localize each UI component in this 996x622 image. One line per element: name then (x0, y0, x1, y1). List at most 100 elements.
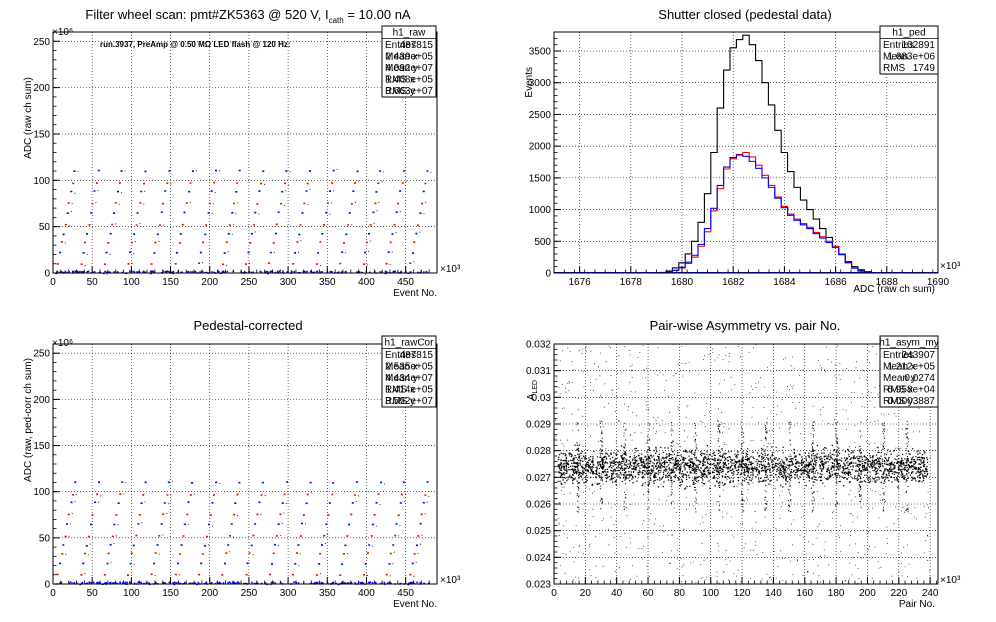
stats-name: h1_raw (393, 28, 427, 39)
y-tick-label: 200 (33, 395, 50, 406)
x-tick-label: 200 (201, 277, 218, 288)
stats-label: RMS x (385, 385, 415, 396)
x-tick-label: 180 (828, 588, 845, 599)
x-axis-label: Event No. (393, 288, 437, 299)
y-axis-label: ALED (526, 380, 539, 400)
stats-value: 487815 (400, 350, 434, 361)
ticks: 0 20 40 60 80 100 120 140 160 180 200 220 240 0.023 0.… (526, 340, 939, 600)
data-layer (554, 343, 931, 584)
x-tick-label: 300 (280, 277, 297, 288)
x-tick-label: 150 (162, 588, 179, 599)
x-axis-label: Pair No. (899, 599, 935, 610)
x-tick-label: 1688 (876, 277, 899, 288)
y-tick-label: 2000 (529, 142, 552, 153)
x-multiplier: ×10³ (440, 575, 461, 586)
run-annotation: run.3937, PreAmp @ 0.50 MΩ LED flash @ 1… (100, 40, 291, 49)
series-line-blue (659, 154, 885, 274)
stats-value: 0.0274 (904, 373, 935, 384)
stats-box-frame (381, 25, 437, 98)
x-tick-label: 350 (319, 277, 336, 288)
asymmetry-outliers (554, 343, 931, 584)
stats-value: 487815 (400, 40, 434, 51)
x-tick-label: 200 (859, 588, 876, 599)
stats-name: h1_ped (892, 28, 925, 39)
y-tick-label: 0.031 (526, 366, 551, 377)
plot-frame: 0 20 40 60 80 100 120 140 160 180 200 220 240 0.023 0.… (526, 340, 939, 600)
x-tick-label: 200 (201, 588, 218, 599)
ticks: 0 50 100 150 200 250 300 350 400 450 0 50 100 150 200 2… (33, 31, 438, 288)
x-tick-label: 400 (358, 588, 375, 599)
y-tick-label: 2500 (529, 110, 552, 121)
stats-value: 4.434e+07 (385, 373, 433, 384)
stats-label: Mean x (385, 362, 418, 373)
x-tick-label: 80 (674, 588, 686, 599)
panel-title: Pair-wise Asymmetry vs. pair No. (650, 318, 841, 333)
stats-label: Mean (883, 52, 908, 63)
stats-value: 1.414e+05 (385, 385, 433, 396)
y-tick-label: 500 (534, 237, 551, 248)
stats-value: 2.535e+05 (385, 362, 433, 373)
x-tick-label: 100 (702, 588, 719, 599)
x-tick-label: 50 (87, 588, 99, 599)
y-tick-label: 0.027 (526, 473, 551, 484)
stats-label: RMS (883, 63, 906, 74)
x-tick-label: 1682 (722, 277, 745, 288)
stats-name: h1_asym_my (879, 338, 938, 349)
stats-value: 1.212e+05 (887, 362, 935, 373)
x-multiplier: ×10³ (440, 264, 461, 275)
plot-frame: 1676 1678 1680 1682 1684 1686 1688 1690 0 500 1000… (529, 31, 950, 288)
y-tick-label: 150 (33, 441, 50, 452)
y-tick-label: 3000 (529, 78, 552, 89)
x-tick-label: 1676 (568, 277, 591, 288)
y-axis-label: ADC (raw ch sum) (23, 77, 34, 159)
x-multiplier: ×10³ (940, 575, 961, 586)
y-tick-label: 0.029 (526, 420, 551, 431)
x-multiplier: ×10³ (940, 261, 961, 272)
x-tick-label: 300 (280, 588, 297, 599)
grid-lines (53, 344, 437, 584)
x-tick-label: 250 (241, 588, 258, 599)
y-tick-label: 200 (33, 83, 50, 94)
asymmetry-spikes (576, 421, 909, 513)
y-tick-label: 1500 (529, 173, 552, 184)
panel-pedestal: Shutter closed (pedestal data) 1676 1678 1… (524, 7, 961, 295)
stats-value: 6.958e+04 (887, 385, 935, 396)
stats-label: RMS x (385, 75, 415, 86)
series-line-red (659, 151, 885, 274)
y-axis-label: Events (524, 67, 535, 98)
stats-value: 4.092e+07 (385, 63, 433, 74)
x-tick-label: 1678 (620, 277, 643, 288)
x-tick-label: 40 (611, 588, 623, 599)
y-tick-label: 0.026 (526, 500, 551, 511)
x-tick-label: 400 (358, 277, 375, 288)
stats-value: 243907 (902, 350, 936, 361)
x-tick-label: 240 (922, 588, 939, 599)
y-tick-label: 0.023 (526, 580, 551, 591)
x-tick-label: 450 (397, 588, 414, 599)
x-tick-label: 100 (123, 588, 140, 599)
y-tick-label: 0 (44, 269, 50, 280)
stats-label: Mean y (385, 63, 418, 74)
stats-label: Mean y (385, 373, 418, 384)
y-tick-label: 1000 (529, 205, 552, 216)
plot-frame: 0 50 100 150 200 250 300 350 400 450 0 50 100 150 200 2… (33, 31, 438, 288)
panel-raw-adc: Filter wheel scan: pmt#ZK5363 @ 520 V, I… (23, 7, 461, 299)
stats-value: 1.683e+06 (887, 52, 935, 63)
data-layer (55, 480, 431, 586)
stats-label: Mean x (385, 52, 418, 63)
x-tick-label: 100 (123, 277, 140, 288)
data-layer (55, 169, 432, 275)
x-axis-label: ADC (raw ch sum) (853, 284, 935, 295)
blue-points (55, 481, 429, 586)
black-points (65, 480, 430, 586)
ticks: 1676 1678 1680 1682 1684 1686 1688 1690 0 500 1000… (529, 31, 950, 288)
series-line-black (659, 34, 885, 274)
stats-box-frame (381, 335, 437, 408)
stats-label: Entries (385, 40, 416, 51)
y-tick-label: 0.03 (532, 393, 552, 404)
x-tick-label: 150 (162, 277, 179, 288)
stats-value: 2.439e+05 (385, 52, 433, 63)
y-multiplier: ×10⁶ (52, 27, 73, 38)
